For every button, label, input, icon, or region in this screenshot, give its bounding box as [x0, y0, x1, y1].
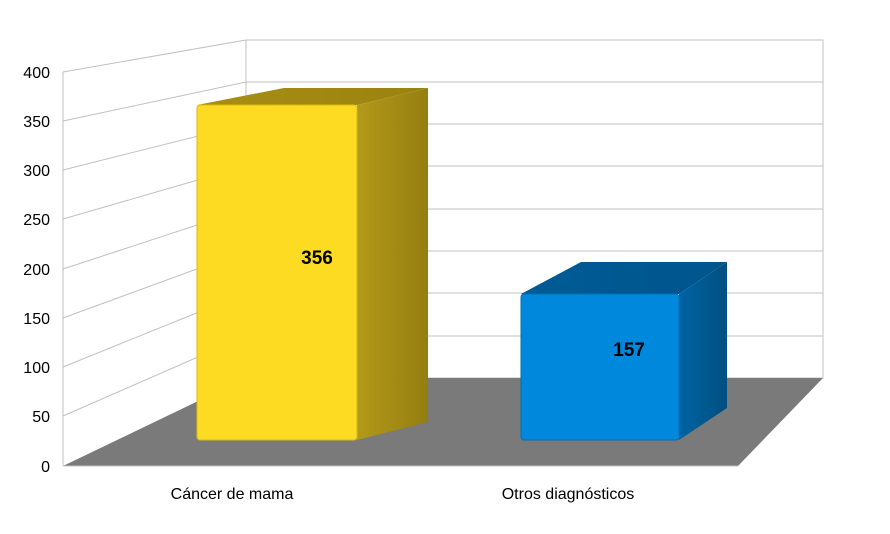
x-axis: Cáncer de mama Otros diagnósticos	[171, 486, 635, 503]
x-category-label: Cáncer de mama	[171, 486, 294, 503]
data-label: 356	[301, 248, 333, 269]
y-tick-label: 300	[23, 163, 50, 180]
y-tick-label: 0	[41, 459, 50, 476]
bar-otros-diagnosticos: 157	[520, 262, 727, 441]
y-tick-label: 150	[23, 311, 50, 328]
y-tick-label: 350	[23, 114, 50, 131]
y-tick-label: 50	[32, 409, 50, 426]
y-tick-label: 250	[23, 212, 50, 229]
data-label: 157	[613, 340, 645, 361]
y-tick-label: 100	[23, 360, 50, 377]
y-tick-label: 200	[23, 262, 50, 279]
y-tick-label: 400	[23, 65, 50, 82]
y-axis: 0 50 100 150 200 250 300 350 400	[23, 65, 50, 476]
bar-cancer-de-mama: 356	[196, 88, 428, 441]
x-category-label: Otros diagnósticos	[502, 486, 635, 503]
